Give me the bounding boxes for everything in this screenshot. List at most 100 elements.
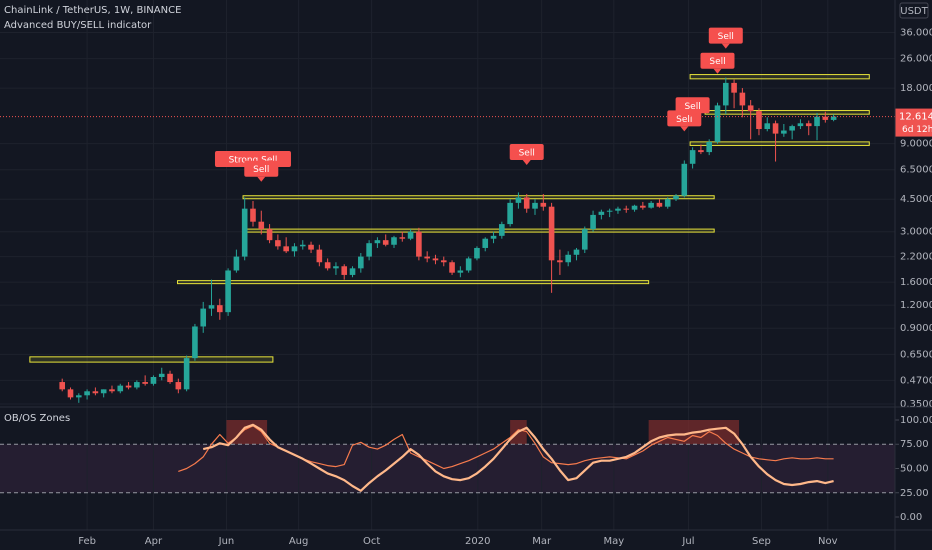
candle-body xyxy=(681,163,688,196)
candle-body xyxy=(573,249,580,255)
candle-body xyxy=(474,247,480,259)
chart-title: ChainLink / TetherUS, 1W, BINANCE xyxy=(4,5,181,16)
y-tick-label: 36.0000 xyxy=(900,28,932,39)
candle-body xyxy=(673,195,679,200)
osc-tick-label: 0.00 xyxy=(900,512,922,523)
candle-body xyxy=(540,202,547,207)
signal-label: Sell xyxy=(709,57,725,67)
y-tick-label: 0.3500 xyxy=(900,399,932,410)
candle-body xyxy=(109,389,115,392)
candle-body xyxy=(656,202,663,207)
candle-body xyxy=(158,373,165,377)
candle-body xyxy=(714,105,721,142)
support-resistance-zone xyxy=(689,141,870,146)
candle-body xyxy=(167,373,173,383)
candle-body xyxy=(341,266,348,275)
candle-body xyxy=(75,395,82,398)
candle-body xyxy=(457,270,464,273)
candle-body xyxy=(532,202,538,209)
candle-body xyxy=(822,116,829,120)
countdown-label: 6d 12h xyxy=(902,125,932,135)
signal-pointer xyxy=(680,126,689,132)
candle-body xyxy=(449,262,455,273)
signal-box xyxy=(708,27,743,44)
x-tick-label: Nov xyxy=(818,536,838,547)
candle-body xyxy=(523,197,530,209)
y-tick-label: 26.0000 xyxy=(900,54,932,65)
candle-body xyxy=(814,116,820,127)
candle-body xyxy=(557,260,563,263)
oscillator-title: OB/OS Zones xyxy=(4,413,70,424)
candle-body xyxy=(548,206,555,261)
candle-body xyxy=(490,235,497,239)
x-tick-label: 2020 xyxy=(465,536,490,547)
candle-body xyxy=(465,258,472,271)
y-tick-label: 3.0000 xyxy=(900,227,932,238)
candle-body xyxy=(830,116,837,120)
candle-body xyxy=(333,266,339,269)
sell-signal: Sell xyxy=(700,52,735,74)
candle-body xyxy=(598,211,605,215)
candle-body xyxy=(581,229,588,250)
y-tick-label: 18.0000 xyxy=(900,83,932,94)
signal-box xyxy=(244,160,279,177)
candle-body xyxy=(689,150,696,164)
candle-body xyxy=(432,258,439,261)
signal-box xyxy=(509,144,544,161)
x-tick-label: Aug xyxy=(289,536,309,547)
candle-body xyxy=(747,105,754,112)
x-tick-label: Apr xyxy=(145,536,163,547)
candle-body xyxy=(258,221,265,230)
signal-box xyxy=(700,52,735,69)
currency-box[interactable] xyxy=(899,2,929,19)
candle-body xyxy=(316,249,323,263)
candle-body xyxy=(299,244,306,247)
candle-body xyxy=(499,224,505,236)
candle-body xyxy=(92,391,99,394)
candle-body xyxy=(391,237,397,245)
candle-body xyxy=(416,231,422,257)
candle-body xyxy=(134,382,140,388)
signal-label: Sell xyxy=(519,149,535,159)
support-resistance-zone xyxy=(177,280,650,285)
candle-body xyxy=(772,123,779,134)
candle-body xyxy=(100,389,107,394)
osc-tick-label: 25.00 xyxy=(900,488,929,499)
oversold-overbought-band xyxy=(0,444,895,493)
candle-body xyxy=(366,243,372,257)
candle-body xyxy=(664,199,671,207)
candle-body xyxy=(241,208,248,257)
x-tick-label: May xyxy=(603,536,624,547)
x-tick-label: Mar xyxy=(532,536,552,547)
osc-tick-label: 100.00 xyxy=(900,415,932,426)
candle-body xyxy=(200,308,207,327)
candle-body xyxy=(606,210,613,212)
y-tick-label: 1.2000 xyxy=(900,300,932,311)
candle-body xyxy=(250,208,256,222)
y-tick-label: 0.4700 xyxy=(900,375,932,386)
candle-body xyxy=(117,385,124,392)
candle-body xyxy=(623,208,630,210)
y-tick-label: 9.0000 xyxy=(900,139,932,150)
candle-body xyxy=(706,141,712,153)
support-resistance-zone xyxy=(704,110,870,115)
y-tick-label: 2.2000 xyxy=(900,252,932,263)
candle-body xyxy=(324,262,331,269)
signal-label: Sell xyxy=(253,165,269,175)
candle-body xyxy=(382,240,389,245)
candle-body xyxy=(756,111,762,130)
signal-pointer xyxy=(713,68,722,74)
y-tick-label: 0.9000 xyxy=(900,323,932,334)
candle-body xyxy=(225,270,231,313)
candle-body xyxy=(308,244,314,250)
support-resistance-zone xyxy=(242,195,715,200)
support-resistance-zone xyxy=(242,228,715,233)
currency-label[interactable]: USDT xyxy=(900,6,928,17)
candle-body xyxy=(440,260,447,263)
x-tick-label: Sep xyxy=(752,536,771,547)
y-tick-label: 4.5000 xyxy=(900,194,932,205)
signal-label: Sell xyxy=(684,102,700,112)
osc-tick-label: 75.00 xyxy=(900,439,929,450)
support-resistance-zone xyxy=(29,356,274,363)
